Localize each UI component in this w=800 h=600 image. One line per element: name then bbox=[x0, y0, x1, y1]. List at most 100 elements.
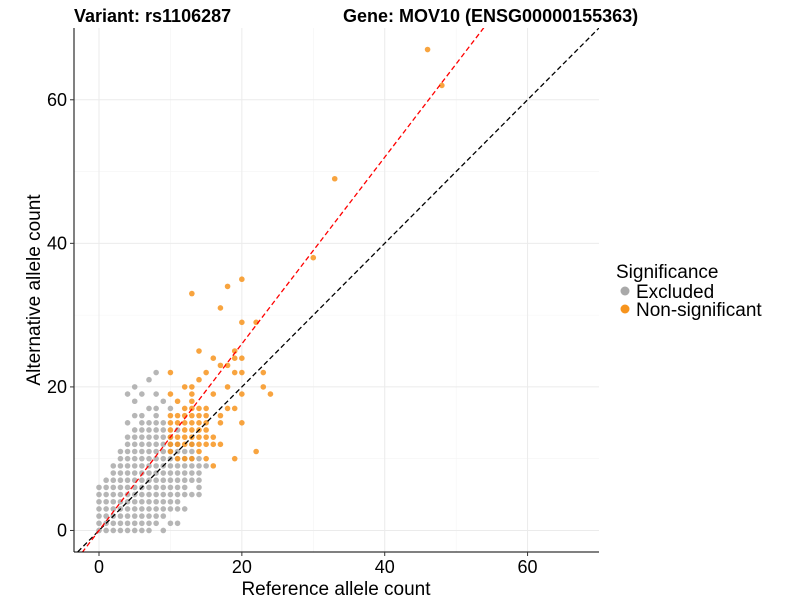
data-point-excluded bbox=[146, 419, 152, 426]
y-tick-label: 20 bbox=[47, 377, 67, 397]
data-point-non-significant bbox=[331, 175, 338, 182]
data-point-non-significant bbox=[217, 419, 224, 426]
x-tick-label: 40 bbox=[375, 557, 395, 577]
data-point-excluded bbox=[146, 441, 152, 448]
data-point-excluded bbox=[139, 506, 145, 512]
data-point-excluded bbox=[117, 484, 124, 491]
data-point-excluded bbox=[124, 470, 131, 476]
data-point-non-significant bbox=[167, 391, 174, 397]
data-point-non-significant bbox=[210, 463, 217, 469]
data-point-excluded bbox=[96, 513, 102, 519]
data-point-excluded bbox=[131, 463, 138, 469]
data-point-excluded bbox=[146, 506, 152, 512]
data-point-excluded bbox=[139, 391, 145, 397]
data-point-excluded bbox=[160, 398, 167, 405]
plot-area: 0 20 40 60 0 20 40 60 bbox=[47, 28, 599, 577]
data-point-excluded bbox=[124, 455, 131, 462]
points-layer bbox=[96, 46, 445, 534]
data-point-excluded bbox=[103, 513, 109, 519]
data-point-non-significant bbox=[210, 441, 217, 448]
data-point-non-significant bbox=[189, 412, 195, 419]
data-point-excluded bbox=[103, 498, 109, 505]
data-point-excluded bbox=[160, 427, 167, 433]
data-point-excluded bbox=[139, 463, 145, 469]
data-point-excluded bbox=[139, 419, 145, 426]
data-point-excluded bbox=[146, 513, 152, 519]
data-point-non-significant bbox=[217, 305, 224, 311]
data-point-excluded bbox=[139, 455, 145, 462]
data-point-non-significant bbox=[231, 405, 238, 412]
data-point-excluded bbox=[110, 498, 117, 505]
data-point-excluded bbox=[167, 498, 174, 505]
data-point-excluded bbox=[203, 463, 209, 469]
x-tick-label: 20 bbox=[232, 557, 252, 577]
data-point-excluded bbox=[117, 470, 124, 476]
data-point-excluded bbox=[153, 491, 159, 498]
data-point-excluded bbox=[146, 376, 152, 383]
data-point-excluded bbox=[153, 463, 159, 469]
data-point-non-significant bbox=[231, 348, 238, 354]
data-point-excluded bbox=[131, 398, 138, 405]
data-point-excluded bbox=[160, 498, 167, 505]
data-point-non-significant bbox=[181, 434, 188, 440]
data-point-excluded bbox=[181, 448, 188, 455]
data-point-excluded bbox=[146, 405, 152, 412]
data-point-non-significant bbox=[203, 434, 209, 440]
data-point-non-significant bbox=[217, 362, 224, 369]
data-point-excluded bbox=[181, 463, 188, 469]
data-point-excluded bbox=[167, 506, 174, 512]
data-point-excluded bbox=[153, 405, 159, 412]
data-point-non-significant bbox=[260, 369, 267, 376]
data-point-excluded bbox=[131, 498, 138, 505]
data-point-excluded bbox=[146, 527, 152, 534]
data-point-excluded bbox=[146, 484, 152, 491]
data-point-excluded bbox=[139, 434, 145, 440]
data-point-excluded bbox=[124, 527, 131, 534]
data-point-excluded bbox=[131, 412, 138, 419]
data-point-non-significant bbox=[189, 398, 195, 405]
data-point-non-significant bbox=[167, 427, 174, 433]
data-point-non-significant bbox=[167, 419, 174, 426]
data-point-excluded bbox=[146, 520, 152, 527]
data-point-excluded bbox=[196, 477, 202, 484]
data-point-non-significant bbox=[203, 441, 209, 448]
data-point-excluded bbox=[139, 427, 145, 433]
data-point-excluded bbox=[167, 470, 174, 476]
data-point-non-significant bbox=[189, 405, 195, 412]
data-point-non-significant bbox=[239, 369, 245, 376]
chart-title-gene: Gene: MOV10 (ENSG00000155363) bbox=[343, 6, 638, 26]
data-point-excluded bbox=[174, 477, 181, 484]
data-point-non-significant bbox=[181, 419, 188, 426]
data-point-excluded bbox=[139, 441, 145, 448]
y-tick-label: 60 bbox=[47, 90, 67, 110]
data-point-excluded bbox=[139, 513, 145, 519]
data-point-excluded bbox=[153, 448, 159, 455]
data-point-non-significant bbox=[253, 448, 259, 455]
data-point-excluded bbox=[124, 484, 131, 491]
y-axis-title: Alternative allele count bbox=[24, 194, 45, 386]
data-point-non-significant bbox=[174, 441, 181, 448]
data-point-excluded bbox=[181, 491, 188, 498]
data-point-non-significant bbox=[231, 369, 238, 376]
data-point-excluded bbox=[189, 463, 195, 469]
data-point-non-significant bbox=[239, 419, 245, 426]
data-point-excluded bbox=[153, 455, 159, 462]
data-point-excluded bbox=[131, 384, 138, 390]
data-point-excluded bbox=[167, 477, 174, 484]
data-point-excluded bbox=[124, 448, 131, 455]
data-point-excluded bbox=[139, 491, 145, 498]
data-point-excluded bbox=[146, 434, 152, 440]
data-point-excluded bbox=[153, 520, 159, 527]
data-point-non-significant bbox=[231, 355, 238, 361]
data-point-non-significant bbox=[174, 434, 181, 440]
data-point-excluded bbox=[110, 506, 117, 512]
data-point-excluded bbox=[196, 463, 202, 469]
data-point-non-significant bbox=[174, 419, 181, 426]
data-point-excluded bbox=[181, 477, 188, 484]
data-point-excluded bbox=[153, 477, 159, 484]
data-point-excluded bbox=[174, 491, 181, 498]
data-point-excluded bbox=[196, 470, 202, 476]
data-point-excluded bbox=[160, 455, 167, 462]
data-point-excluded bbox=[139, 470, 145, 476]
data-point-non-significant bbox=[203, 369, 209, 376]
